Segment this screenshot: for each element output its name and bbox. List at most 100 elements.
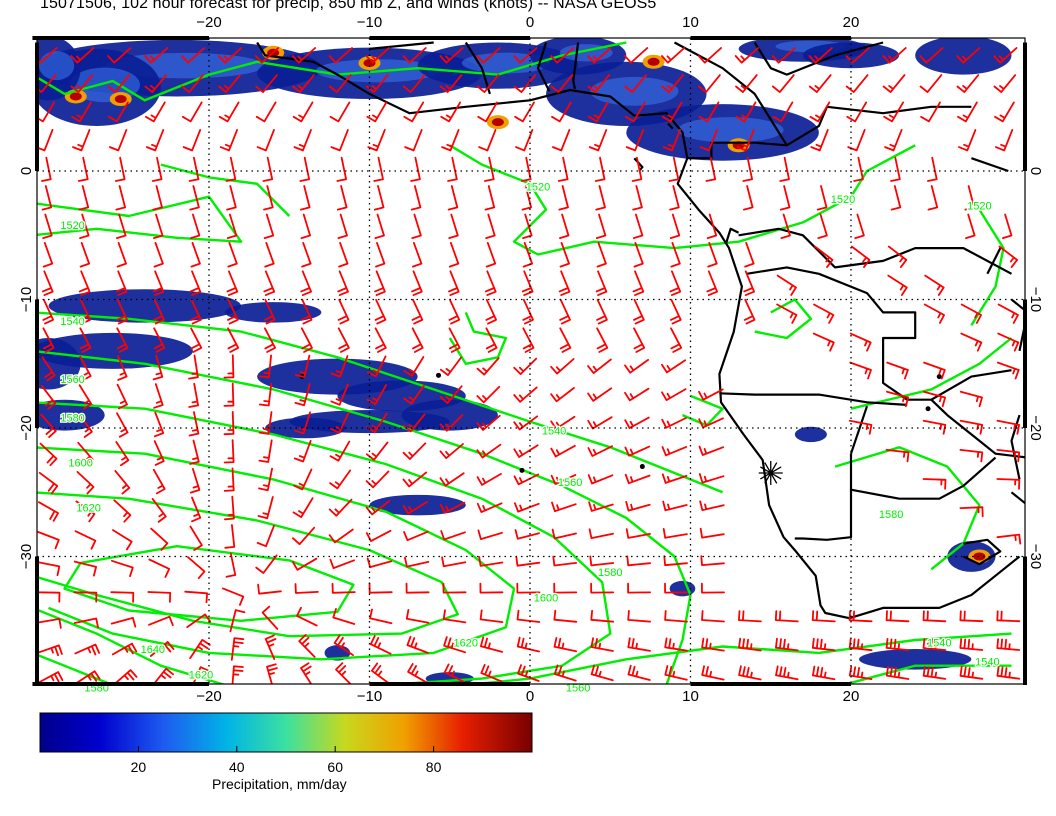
wind-barb [516, 609, 541, 623]
precip-blob [794, 426, 827, 443]
wind-barb [779, 185, 791, 211]
wind-barb [701, 637, 725, 652]
wind-barb [484, 270, 497, 296]
wind-barb [266, 663, 278, 684]
wind-barb [664, 582, 688, 594]
wind-barb [374, 270, 386, 296]
wind-barb [72, 129, 91, 152]
wind-barb [411, 298, 424, 325]
contour-label: 1620 [454, 637, 478, 649]
wind-barb [328, 528, 354, 544]
wind-barb [812, 665, 836, 681]
wind-barb [403, 356, 425, 377]
wind-barb [590, 664, 614, 682]
wind-barb [550, 444, 576, 458]
wind-barb [41, 356, 56, 382]
lon-tick-label-top: −10 [357, 14, 382, 31]
wind-barb [411, 213, 422, 239]
wind-barb [960, 303, 982, 324]
wind-barb [625, 501, 651, 512]
wind-barb [669, 185, 680, 211]
coastline [971, 157, 1009, 173]
wind-barb [259, 354, 272, 379]
wind-barb [661, 446, 688, 457]
wind-barb [851, 245, 871, 268]
wind-barb [369, 635, 392, 655]
wind-barb [775, 637, 799, 652]
island [519, 467, 525, 473]
height-contour [37, 653, 114, 684]
wind-barb [550, 358, 575, 375]
wind-barb [557, 156, 569, 182]
wind-barb [189, 468, 201, 494]
wind-barb [300, 662, 313, 684]
wind-barb [73, 560, 97, 577]
wind-barb [366, 101, 388, 123]
wind-barb [996, 478, 1021, 490]
wind-barb [810, 129, 829, 152]
wind-barb [294, 354, 311, 378]
wind-barb [264, 242, 275, 268]
wind-barb [189, 213, 201, 239]
coastline [986, 247, 1002, 275]
wind-barb [181, 47, 206, 64]
frame-segment [35, 42, 39, 171]
wind-barb [670, 242, 681, 268]
wind-barb [147, 591, 172, 603]
wind-barb [78, 185, 90, 211]
lat-tick-label-left: −30 [18, 544, 35, 569]
wind-barb [662, 500, 688, 512]
wind-barb [476, 443, 502, 459]
wind-barb [74, 530, 97, 550]
wind-barb [553, 582, 578, 594]
wind-barb [412, 242, 423, 268]
wind-barb [293, 439, 312, 463]
wind-barb [477, 101, 498, 123]
wind-barb [513, 473, 540, 486]
wind-barb [476, 414, 501, 431]
wind-barb [78, 384, 93, 410]
wind-barb [108, 101, 129, 123]
wind-barb [779, 156, 790, 182]
wind-barb [516, 636, 540, 653]
wind-barb [79, 298, 91, 325]
wind-barb [38, 501, 59, 522]
lat-tick-label-left: −10 [18, 287, 35, 312]
wind-barb [848, 610, 873, 623]
wind-barb [335, 662, 352, 684]
wind-barb [113, 669, 138, 684]
wind-barb [70, 47, 95, 64]
wind-barb [698, 388, 724, 401]
wind-barb [553, 664, 577, 682]
frame-segment [690, 36, 851, 40]
wind-barb [522, 327, 535, 353]
wind-barb [743, 185, 754, 211]
lon-tick-label-top: 0 [526, 14, 534, 31]
wind-barb [697, 47, 722, 64]
wind-barb [367, 129, 386, 152]
wind-barb [480, 663, 503, 683]
wind-barb [669, 298, 682, 325]
wind-barb [153, 411, 165, 438]
wind-barb [997, 332, 1020, 352]
wind-barb [699, 129, 718, 152]
wind-barb [402, 413, 426, 433]
wind-barb [553, 637, 577, 653]
wind-barb [514, 502, 540, 513]
wind-barb [373, 185, 385, 211]
wind-barb [919, 47, 944, 64]
wind-barb [71, 101, 92, 123]
wind-barb [442, 609, 467, 624]
colorbar-label: Precipitation, mm/day [212, 776, 347, 792]
wind-barb [477, 529, 503, 540]
wind-barb [292, 101, 314, 123]
wind-barb [263, 213, 275, 239]
wind-barb [633, 327, 646, 353]
wind-barb [300, 270, 312, 296]
wind-barb [845, 47, 870, 64]
contour-labels: 1520 1520 1520 1520 1540 1560 1580 1600 1620 1540… [59, 180, 1001, 696]
wind-barb [300, 327, 313, 353]
wind-barb [263, 270, 276, 296]
contour-label: 1520 [526, 181, 550, 193]
wind-barb [663, 555, 688, 567]
